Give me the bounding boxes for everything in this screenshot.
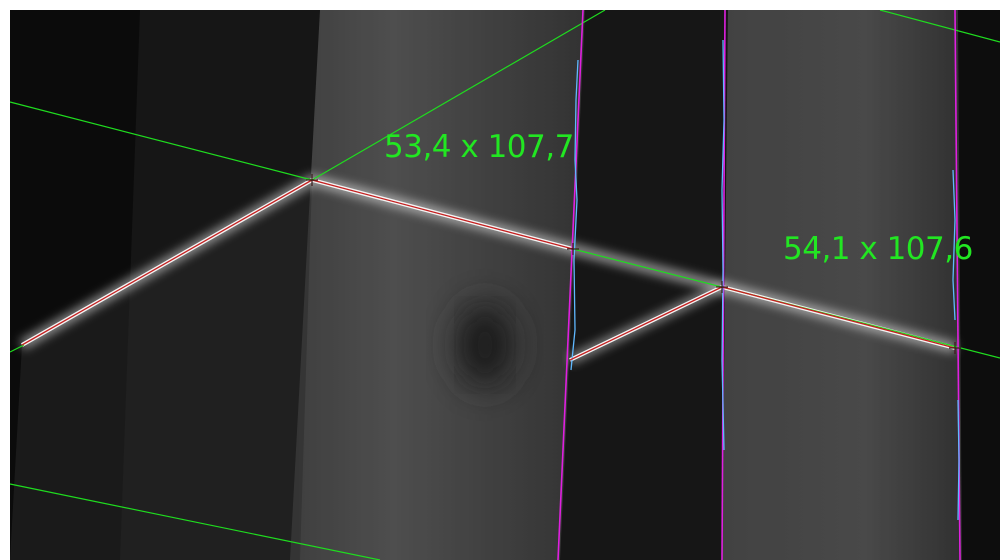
reference-line bbox=[9, 101, 313, 181]
reference-line bbox=[9, 483, 381, 560]
reference-line bbox=[879, 9, 1000, 43]
edge-boundary-line bbox=[721, 9, 726, 560]
crosshair-marker-icon[interactable] bbox=[567, 243, 579, 255]
crosshair-marker-icon[interactable] bbox=[306, 174, 318, 186]
measurement-markers bbox=[306, 174, 961, 354]
scan-highlights bbox=[570, 39, 960, 521]
edge-boundary-line bbox=[557, 9, 584, 560]
measurement-label-2: 54,1 x 107,6 bbox=[783, 231, 973, 267]
crosshair-marker-icon[interactable] bbox=[716, 281, 728, 293]
measurement-label-1: 53,4 x 107,7 bbox=[384, 129, 574, 165]
crosshair-marker-icon[interactable] bbox=[949, 342, 961, 354]
reference-line bbox=[311, 9, 606, 181]
reference-line bbox=[9, 344, 25, 353]
